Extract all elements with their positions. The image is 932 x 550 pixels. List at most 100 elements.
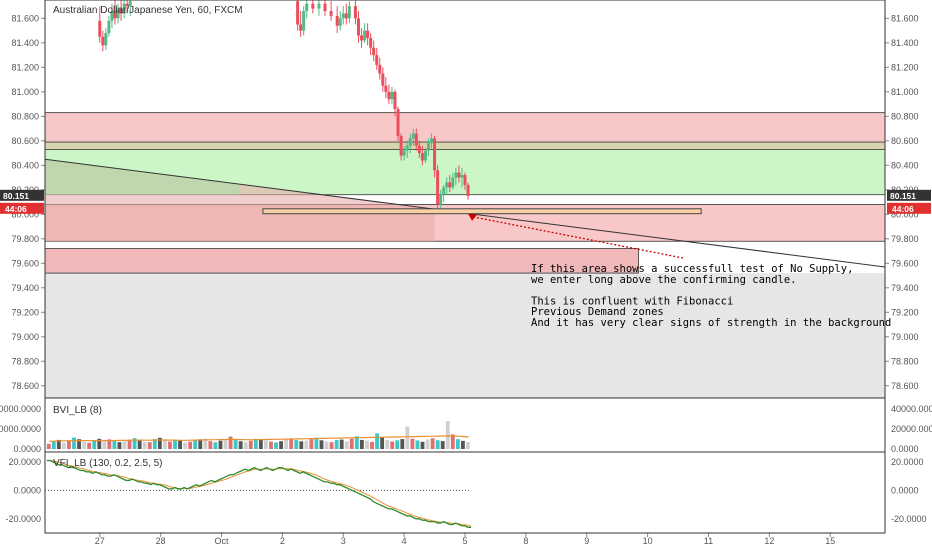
price-tick-label: 80.400 [891, 160, 919, 170]
left-price-tick-label: 81.600 [11, 13, 39, 23]
candle-body [442, 187, 446, 195]
volume-bar [218, 440, 223, 449]
volume-bar [258, 439, 263, 449]
vfi-line [46, 459, 472, 528]
price-tick-label: 81.200 [891, 62, 919, 72]
volume-bar [400, 439, 405, 449]
candle-body [402, 150, 406, 156]
volume-bar [274, 442, 278, 449]
volume-bar [405, 426, 410, 449]
time-tick-label: 5 [462, 536, 467, 546]
volume-bar [445, 421, 450, 449]
candle-body [366, 30, 370, 38]
price-axis[interactable]: 81.600 81.600 81.400 81.400 81.200 81.200 81.0… [11, 13, 918, 390]
vfi-layer [45, 459, 472, 528]
zone-1[interactable] [44, 141, 886, 150]
volume-bar [72, 437, 76, 449]
candle-body [122, 3, 126, 14]
volume-tick-label: 0.0000 [891, 444, 919, 454]
candle-body [110, 11, 114, 21]
volume-bars-layer [46, 421, 470, 449]
candle-body [378, 64, 382, 74]
volume-bar [228, 436, 233, 449]
vfi-indicator-label: VFI_LB (130, 0.2, 2.5, 5) [53, 458, 163, 469]
volume-bar [460, 440, 465, 449]
volume-ma-line [49, 435, 469, 442]
candle-body [430, 138, 434, 144]
candle-body [460, 175, 464, 178]
volume-bar [380, 437, 385, 449]
volume-bar [178, 440, 182, 449]
candle-body [360, 35, 364, 41]
volume-bar [385, 439, 390, 449]
candle-body [305, 3, 309, 12]
volume-bar [162, 440, 167, 449]
volume-indicator-label: BVI_LB (8) [53, 405, 102, 416]
countdown-label: 44:06 [892, 204, 914, 214]
candle-body [463, 175, 467, 185]
time-tick-label: 2 [280, 536, 285, 546]
vfi-tick-label: -20.0000 [891, 514, 927, 524]
volume-bar [87, 442, 92, 449]
volume-bar [97, 438, 102, 449]
volume-bar [344, 441, 349, 449]
time-tick-label: 3 [341, 536, 346, 546]
volume-bar [67, 440, 71, 449]
annotation-arrow [468, 213, 684, 259]
left-price-tick-label: 78.600 [11, 381, 39, 391]
volume-bar [309, 439, 314, 449]
annotation-text: If this area shows a successfull test of… [531, 263, 891, 329]
volume-bar [294, 440, 299, 449]
volume-bar [264, 440, 268, 449]
annotation-line: And it has very clear signs of strength … [531, 317, 891, 329]
price-tick-label: 80.000 [891, 209, 919, 219]
volume-bar [269, 441, 273, 449]
vfi-pane[interactable] [45, 452, 885, 533]
candle-body [299, 24, 303, 31]
time-tick-label: Oct [215, 536, 230, 546]
candle-body [356, 18, 360, 36]
left-volume-tick-label: 0.0000 [13, 444, 41, 454]
no-supply-box[interactable] [262, 208, 702, 215]
candle-body [302, 11, 306, 31]
volume-bar [450, 434, 455, 449]
candle-body [363, 30, 367, 41]
price-tick-label: 79.600 [891, 258, 919, 268]
price-tick-label: 80.200 [891, 185, 919, 195]
zone-4[interactable] [44, 248, 639, 274]
left-price-tick-label: 81.200 [11, 62, 39, 72]
candle-body [433, 138, 437, 171]
last-price-badge: 80.151 44:06 [887, 189, 931, 214]
volume-bar [77, 439, 81, 449]
pane-frames [44, 0, 886, 534]
candle-body [439, 194, 443, 205]
candle-body [128, 1, 132, 7]
volume-bar [253, 438, 258, 449]
candle-body [396, 108, 400, 136]
left-vfi-tick-label: 0.0000 [13, 485, 41, 495]
volume-bar [152, 439, 157, 449]
candle-body [344, 13, 348, 19]
volume-bar [440, 441, 445, 449]
volume-bar [193, 440, 198, 449]
countdown-badge-bg [887, 202, 931, 214]
candle-body [454, 172, 458, 178]
candle-body [347, 6, 351, 19]
volume-bar [102, 441, 107, 449]
price-tick-label: 79.400 [891, 283, 919, 293]
volume-bar [390, 441, 395, 449]
volume-bar [51, 441, 56, 449]
volume-bar [173, 439, 177, 449]
volume-bar [223, 439, 228, 449]
volume-bar [213, 442, 218, 449]
time-axis[interactable]: 27 28 Oct 2 3 4 5 8 9 10 11 12 15 [95, 533, 835, 546]
time-tick-label: 4 [402, 536, 407, 546]
price-tick-label: 78.600 [891, 381, 919, 391]
arrow-head [468, 213, 478, 221]
candle-body [384, 85, 388, 92]
candle-body [104, 33, 108, 46]
volume-bar [132, 438, 137, 449]
price-tick-label: 80.800 [891, 111, 919, 121]
left-vfi-tick-label: -20.0000 [5, 514, 41, 524]
volume-bar [56, 439, 61, 449]
